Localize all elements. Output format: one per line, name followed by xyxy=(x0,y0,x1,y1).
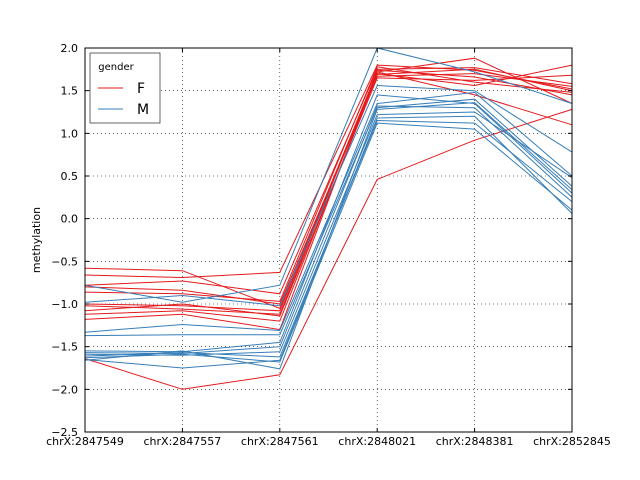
series-line-F xyxy=(84,68,573,322)
y-tick-label: 0.5 xyxy=(61,170,79,183)
series-line-F xyxy=(84,69,573,331)
axis-ticks xyxy=(84,47,573,433)
y-tick-label: −2.5 xyxy=(51,426,78,439)
legend: gender FM xyxy=(89,52,161,124)
series-line-F xyxy=(84,73,573,305)
series-line-F xyxy=(84,108,573,390)
y-tick-label: −0.5 xyxy=(51,255,78,268)
x-tick-label: chrX:2852845 xyxy=(533,435,611,448)
y-tick-label: 2.0 xyxy=(61,42,79,55)
plot-frame xyxy=(84,47,573,433)
series-line-F xyxy=(84,67,573,295)
series-line-M xyxy=(84,94,573,353)
y-tick-label: −2.0 xyxy=(51,383,78,396)
x-tick-labels: chrX:2847549 chrX:2847557 chrX:2847561 chrX… xyxy=(46,435,611,448)
y-tick-label: 1.0 xyxy=(61,127,79,140)
series-line-M xyxy=(84,98,573,337)
series-line-M xyxy=(84,91,573,333)
series-lines xyxy=(84,47,573,390)
x-tick-label: chrX:2848381 xyxy=(436,435,514,448)
legend-label-F: F xyxy=(137,81,145,97)
x-tick-label: chrX:2847549 xyxy=(46,435,124,448)
series-line-M xyxy=(84,102,573,370)
x-tick-label: chrX:2848021 xyxy=(338,435,416,448)
y-tick-labels: −2.5 −2.0 −1.5 −1.0 −0.5 0.0 0.5 1.0 1.5 2.0 xyxy=(51,42,78,439)
series-line-F xyxy=(84,71,573,315)
legend-title: gender xyxy=(98,62,134,73)
y-tick-label: −1.5 xyxy=(51,341,78,354)
legend-entries: FM xyxy=(98,81,149,118)
x-tick-label: chrX:2847561 xyxy=(241,435,319,448)
series-line-M xyxy=(84,122,573,363)
series-line-M xyxy=(84,84,573,307)
y-tick-label: 0.0 xyxy=(61,213,79,226)
y-tick-label: 1.5 xyxy=(61,85,79,98)
x-tick-label: chrX:2847557 xyxy=(144,435,222,448)
series-line-F xyxy=(84,66,573,302)
y-axis-label: methylation xyxy=(30,207,43,273)
series-line-M xyxy=(84,47,573,303)
y-tick-label: −1.0 xyxy=(51,298,78,311)
legend-label-M: M xyxy=(137,102,149,118)
